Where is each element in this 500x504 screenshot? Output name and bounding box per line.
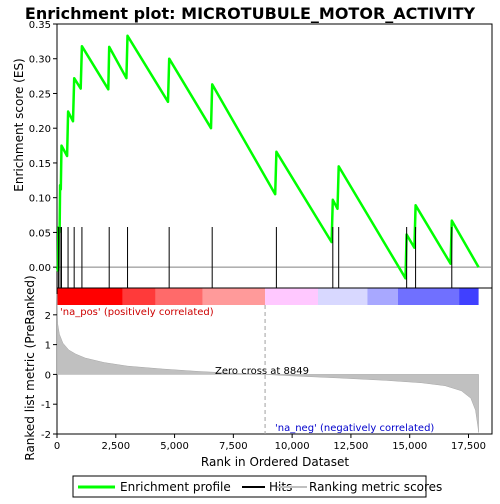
es-y-tick-label: 0.20 [29, 124, 51, 135]
positive-correlation-label: 'na_pos' (positively correlated) [60, 307, 214, 318]
es-y-axis-label: Enrichment score (ES) [12, 58, 26, 191]
zero-cross-label: Zero cross at 8849 [215, 366, 309, 377]
ranking-metric-fill [56, 293, 479, 433]
rank-color-segment [202, 288, 266, 305]
rank-color-segment [57, 288, 123, 305]
metric-y-tick-label: 1 [45, 341, 51, 352]
x-tick-label: 5,000 [160, 441, 189, 452]
x-tick-label: 17,500 [451, 441, 486, 452]
es-y-tick-label: 0.05 [29, 228, 51, 239]
rank-color-segment [367, 288, 398, 305]
x-tick-label: 2,500 [101, 441, 130, 452]
x-tick-label: 12,500 [333, 441, 368, 452]
x-tick-label: 10,000 [275, 441, 310, 452]
x-axis-label: Rank in Ordered Dataset [201, 455, 349, 469]
legend-metric-label: Ranking metric scores [309, 480, 442, 494]
legend: Enrichment profile Hits Ranking metric s… [72, 475, 442, 498]
rank-color-segment [318, 288, 368, 305]
x-axis: 0 2,500 5,000 7,500 10,000 12,500 15,000 17,500 [54, 434, 486, 452]
metric-y-tick-label: -1 [41, 400, 51, 411]
enrichment-profile-line [55, 34, 480, 280]
rank-color-segment [265, 288, 318, 305]
metric-y-tick-label: 2 [45, 311, 51, 322]
rank-color-bar [57, 288, 479, 305]
negative-correlation-label: 'na_neg' (negatively correlated) [275, 423, 434, 434]
x-tick-label: 7,500 [219, 441, 248, 452]
metric-y-tick-label: -2 [41, 430, 51, 441]
metric-y-axis: -2 -1 0 1 2 [41, 311, 57, 441]
es-y-tick-label: 0.15 [29, 159, 51, 170]
rank-color-segment [459, 288, 479, 305]
metric-y-axis-label: Ranked list metric (PreRanked) [23, 275, 37, 460]
enrichment-profile-path [55, 34, 480, 280]
metric-y-tick-label: 0 [45, 370, 51, 381]
es-y-axis: 0.00 0.05 0.10 0.15 0.20 0.25 0.30 0.35 [29, 20, 57, 274]
legend-enrichment-label: Enrichment profile [120, 480, 231, 494]
x-tick-label: 0 [54, 441, 60, 452]
es-panel-frame [56, 23, 493, 289]
rank-color-segment [397, 288, 460, 305]
es-y-tick-label: 0.00 [29, 263, 51, 274]
es-y-tick-label: 0.30 [29, 55, 51, 66]
chart-title: Enrichment plot: MICROTUBULE_MOTOR_ACTIV… [25, 4, 476, 23]
hit-markers [57, 227, 453, 288]
rank-color-segment [122, 288, 156, 305]
es-y-tick-label: 0.35 [29, 20, 51, 31]
x-tick-label: 15,000 [392, 441, 427, 452]
ranking-metric-area [56, 293, 479, 433]
es-y-tick-label: 0.10 [29, 194, 51, 205]
es-y-tick-label: 0.25 [29, 89, 51, 100]
rank-color-segment [155, 288, 203, 305]
